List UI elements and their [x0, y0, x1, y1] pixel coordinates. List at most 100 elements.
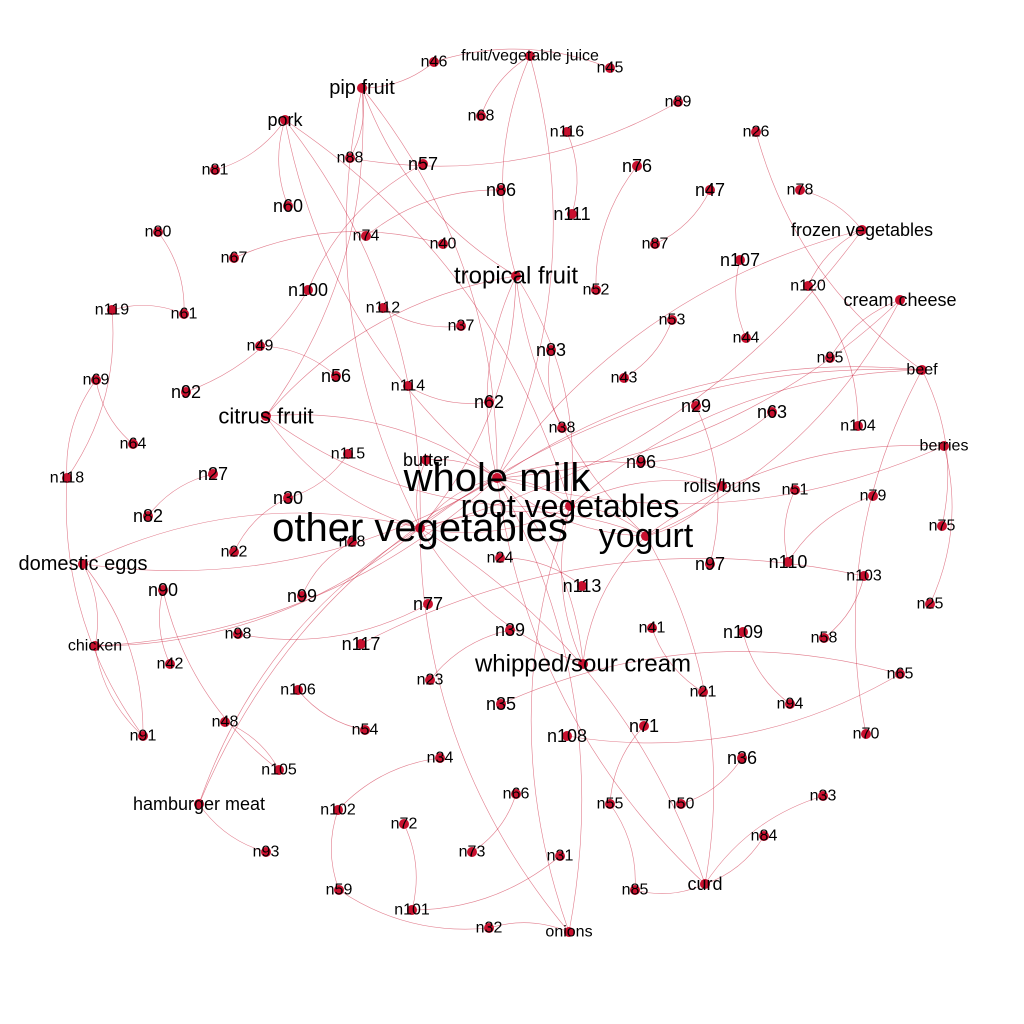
edge-n47-n87 — [654, 189, 711, 245]
node-label-n41: n41 — [639, 620, 666, 637]
node-n33 — [818, 791, 828, 801]
node-n105 — [274, 765, 284, 775]
node-n83 — [546, 345, 556, 355]
node-n90 — [158, 585, 168, 595]
node-label-n79: n79 — [860, 488, 887, 505]
node-label-n96: n96 — [626, 452, 656, 472]
graph-labels: fruit/vegetable juice n46 n45 pip fruit n68 n… — [19, 48, 969, 941]
edge-root-vegetables-yogurt — [569, 505, 647, 537]
node-label-n91: n91 — [130, 728, 157, 745]
node-n67 — [229, 253, 239, 263]
node-label-n102: n102 — [320, 802, 356, 819]
node-n24 — [495, 553, 505, 563]
edge-beef-n70 — [854, 369, 923, 735]
node-label-n31: n31 — [547, 848, 574, 865]
node-n45 — [605, 63, 615, 73]
node-n63 — [767, 407, 777, 417]
node-label-n25: n25 — [917, 596, 944, 613]
node-n64 — [128, 439, 138, 449]
node-n120 — [803, 281, 813, 291]
node-label-fruit-vegetable-juice: fruit/vegetable juice — [461, 48, 599, 65]
edge-n59-n32 — [338, 889, 490, 930]
node-label-n83: n83 — [536, 340, 566, 360]
node-label-n54: n54 — [352, 722, 379, 739]
edge-n50-n36 — [680, 757, 743, 805]
node-label-n56: n56 — [321, 366, 351, 386]
node-label-n36: n36 — [727, 748, 757, 768]
node-n35 — [496, 699, 506, 709]
node-n39 — [505, 625, 515, 635]
node-n54 — [360, 725, 370, 735]
edge-pip-fruit-n88 — [349, 87, 364, 159]
node-label-n116: n116 — [550, 124, 585, 141]
node-label-n118: n118 — [50, 470, 85, 487]
edge-n24-n113 — [499, 557, 583, 587]
node-label-n87: n87 — [642, 236, 669, 253]
edge-chicken-n91 — [94, 645, 144, 737]
node-label-n55: n55 — [597, 796, 624, 813]
node-label-cream-cheese: cream cheese — [843, 290, 956, 310]
node-label-n111: n111 — [553, 204, 590, 224]
edge-hamburger-meat-n93 — [198, 803, 267, 853]
node-label-n65: n65 — [887, 666, 914, 683]
node-butter — [421, 455, 431, 465]
edge-n105-n48 — [224, 721, 280, 771]
node-n109 — [738, 627, 748, 637]
edge-n103-n58 — [823, 575, 865, 639]
edge-pip-fruit-n46 — [361, 61, 435, 89]
edge-n55-n71 — [609, 725, 645, 805]
edge-yogurt-tropical-fruit — [515, 275, 647, 537]
node-label-onions: onions — [545, 924, 592, 941]
node-label-n106: n106 — [280, 682, 316, 699]
edge-n37-n112 — [382, 307, 462, 328]
node-label-n110: n110 — [769, 552, 808, 572]
node-n94 — [785, 699, 795, 709]
node-n115 — [343, 449, 353, 459]
node-n97 — [705, 559, 715, 569]
node-label-n34: n34 — [427, 750, 454, 767]
edge-other-vegetables-citrus-fruit — [265, 415, 421, 529]
edge-n115-n30 — [287, 453, 349, 499]
node-label-n71: n71 — [629, 716, 659, 736]
node-n30 — [283, 493, 293, 503]
node-label-pip-fruit: pip fruit — [329, 77, 395, 99]
node-label-n82: n82 — [133, 506, 163, 526]
node-n46 — [429, 57, 439, 67]
edge-root-vegetables-rolls-buns — [569, 480, 723, 507]
edge-curd-n84 — [704, 835, 765, 885]
edge-root-vegetables-beef — [569, 369, 923, 507]
edge-root-vegetables-onions — [530, 505, 571, 933]
edge-n69-n64 — [95, 379, 134, 445]
node-n70 — [861, 729, 871, 739]
edge-n53-n43 — [623, 319, 673, 379]
node-n106 — [293, 685, 303, 695]
node-label-n80: n80 — [145, 224, 172, 241]
edge-n98-n77 — [237, 603, 429, 640]
edge-other-vegetables-curd — [419, 527, 706, 885]
node-n116 — [562, 127, 572, 137]
node-label-n42: n42 — [157, 656, 184, 673]
node-label-n68: n68 — [468, 108, 495, 125]
node-n49 — [255, 341, 265, 351]
node-n87 — [650, 239, 660, 249]
node-n96 — [636, 457, 646, 467]
node-n47 — [705, 185, 715, 195]
node-label-n45: n45 — [597, 60, 624, 77]
node-label-n85: n85 — [622, 882, 649, 899]
node-label-curd: curd — [687, 874, 722, 894]
node-n43 — [619, 373, 629, 383]
edge-tropical-fruit-pip-fruit — [361, 87, 517, 277]
edge-n39-n23 — [429, 629, 511, 681]
node-label-whipped-sour-cream: whipped/sour cream — [474, 651, 691, 678]
edge-n118-n119 — [66, 309, 114, 479]
node-cream-cheese — [895, 295, 905, 305]
node-label-n90: n90 — [148, 580, 178, 600]
node-n57 — [418, 159, 428, 169]
node-label-n60: n60 — [273, 196, 303, 216]
node-n78 — [795, 185, 805, 195]
edge-whole-milk-rolls-buns — [496, 461, 723, 487]
node-label-n59: n59 — [326, 882, 353, 899]
node-n69 — [91, 375, 101, 385]
node-label-n28: n28 — [339, 534, 366, 551]
node-label-n57: n57 — [408, 154, 438, 174]
